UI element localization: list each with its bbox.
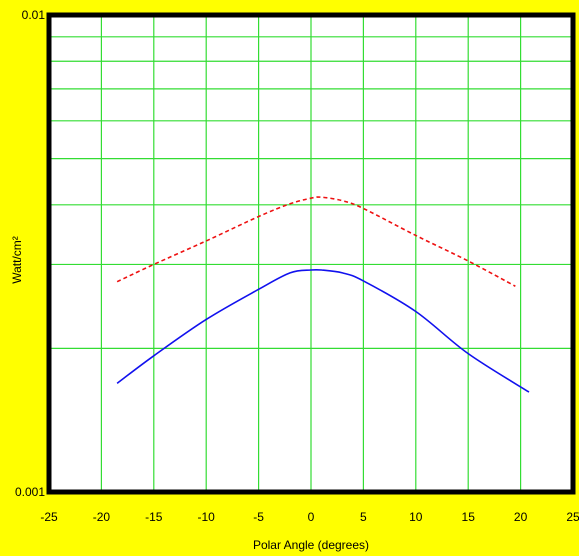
x-tick-label-0: -25 [40,510,58,524]
y-tick-label-0: 0.01 [22,8,46,22]
x-tick-label-8: 15 [462,510,476,524]
x-tick-labels: -25 -20 -15 -10 -5 0 5 10 15 20 25 [40,510,579,524]
x-tick-label-10: 25 [566,510,579,524]
series-group [116,196,530,393]
x-tick-label-5: 0 [308,510,315,524]
x-tick-label-4: -5 [253,510,264,524]
series-line-0 [116,196,516,287]
x-tick-label-9: 20 [514,510,528,524]
y-axis-title: Watt/cm² [10,236,24,284]
grid [49,15,573,492]
x-tick-label-3: -10 [198,510,216,524]
series-line-1 [116,268,530,393]
y-tick-labels: 0.01 0.001 [15,8,45,499]
x-tick-label-7: 10 [409,510,423,524]
plot-frame [46,12,576,495]
x-axis-title: Polar Angle (degrees) [253,538,369,552]
x-tick-label-6: 5 [360,510,367,524]
x-tick-label-2: -15 [145,510,163,524]
y-tick-label-1: 0.001 [15,485,45,499]
x-tick-label-1: -20 [93,510,111,524]
